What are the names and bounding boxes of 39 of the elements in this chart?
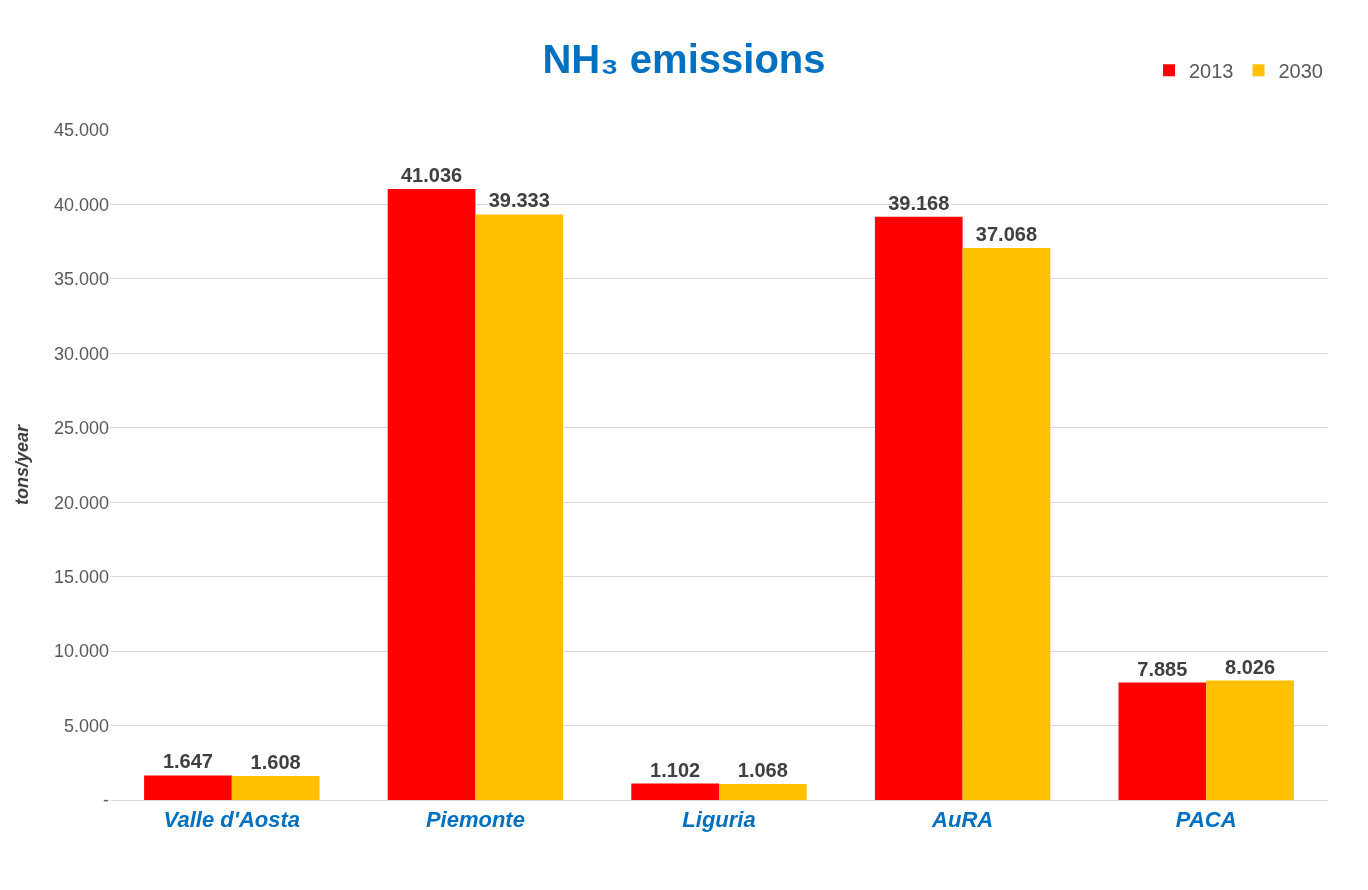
data-label: 1.068 — [737, 759, 788, 782]
bar — [1118, 682, 1207, 800]
data-label: 39.168 — [888, 191, 950, 214]
data-label: 1.647 — [162, 750, 213, 773]
y-tick-label: 25.000 — [53, 418, 109, 439]
y-tick-label: 20.000 — [53, 492, 109, 513]
bar — [144, 775, 232, 800]
y-tick-label: 5.000 — [63, 715, 109, 736]
data-label: 7.885 — [1137, 657, 1188, 680]
data-label: 1.608 — [250, 751, 301, 774]
data-label: 41.036 — [400, 164, 463, 187]
x-tick-label: AuRA — [931, 807, 994, 833]
y-tick-label: 45.000 — [53, 120, 109, 141]
bar — [962, 248, 1051, 800]
y-axis-title: tons/year — [12, 424, 33, 506]
y-tick-label: 30.000 — [53, 343, 109, 364]
y-tick-label: 35.000 — [53, 269, 109, 290]
y-tick-label: - — [103, 790, 109, 811]
y-tick-label: 40.000 — [53, 194, 109, 215]
data-label: 37.068 — [975, 223, 1038, 246]
bar — [719, 784, 807, 800]
data-label: 8.026 — [1225, 655, 1276, 678]
x-tick-label: Liguria — [682, 807, 756, 833]
x-tick-label: Piemonte — [425, 807, 525, 833]
data-label: 39.333 — [488, 189, 550, 212]
x-tick-label: Valle d'Aosta — [163, 807, 301, 833]
bar — [231, 776, 320, 800]
y-tick-label: 15.000 — [53, 566, 109, 587]
x-tick-label: PACA — [1175, 807, 1237, 833]
bar — [1206, 680, 1294, 800]
bar — [631, 783, 719, 800]
bar — [874, 216, 963, 800]
bar — [387, 189, 476, 800]
bar — [475, 214, 564, 800]
legend-label: 2013 — [1189, 60, 1234, 83]
legend-label: 2030 — [1278, 60, 1323, 83]
chart-title: NH₃ emissions — [542, 36, 826, 81]
data-label: 1.102 — [650, 758, 701, 781]
y-tick-label: 10.000 — [53, 641, 109, 662]
